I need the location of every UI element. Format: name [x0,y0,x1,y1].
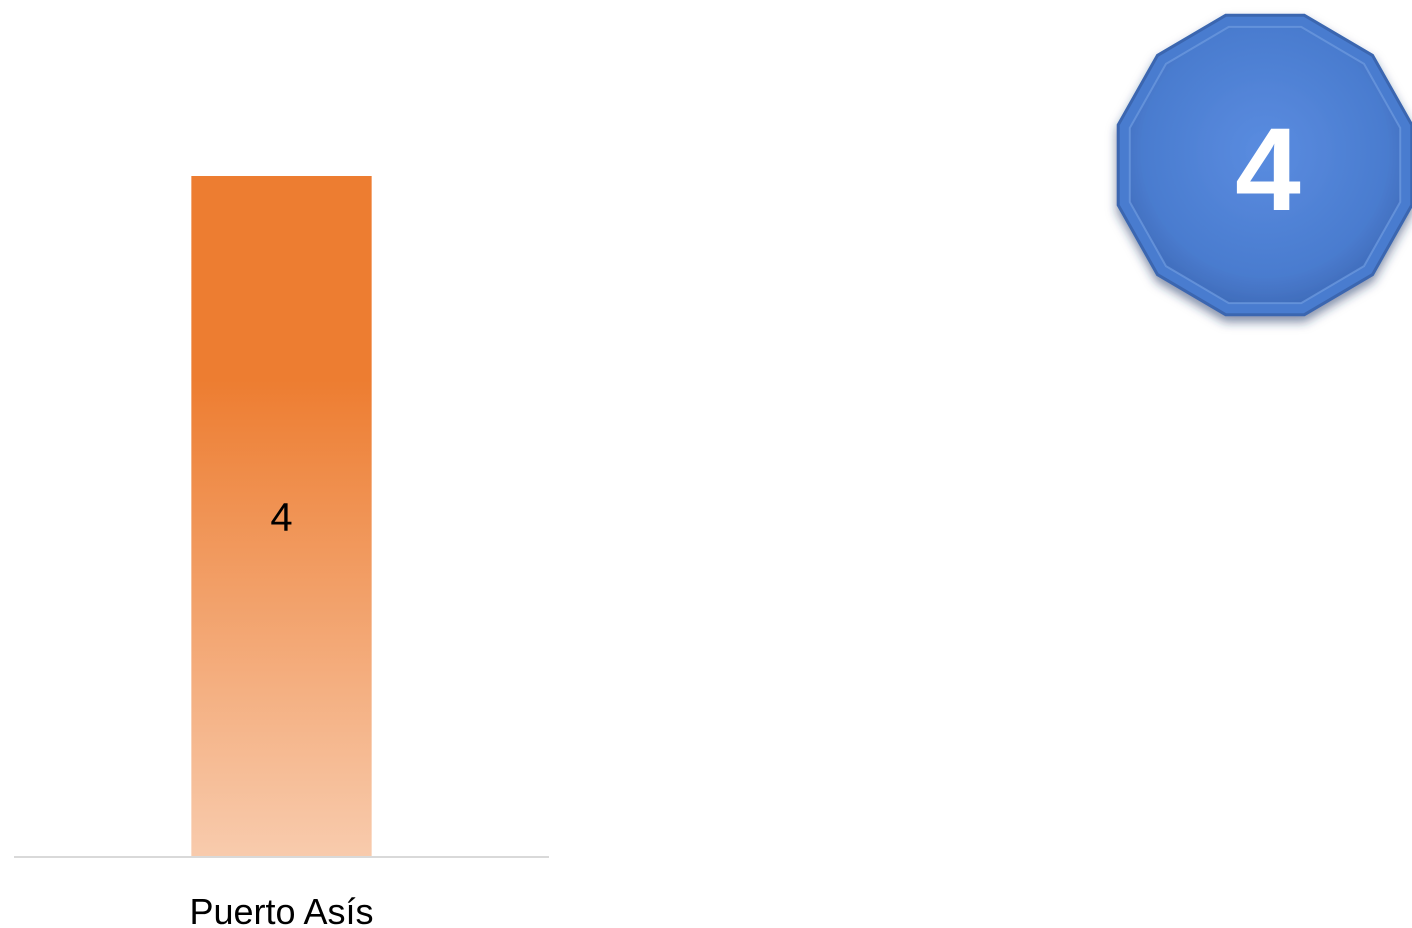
bar-data-label: 4 [270,496,292,540]
value-badge: 4 [1116,13,1412,317]
plot-area: 4 Puerto Asís [189,176,374,928]
badge-dodecagon-inner [1128,25,1402,305]
category-label: Puerto Asís [189,891,373,928]
bar [191,176,372,857]
badge-value: 4 [1235,104,1301,236]
